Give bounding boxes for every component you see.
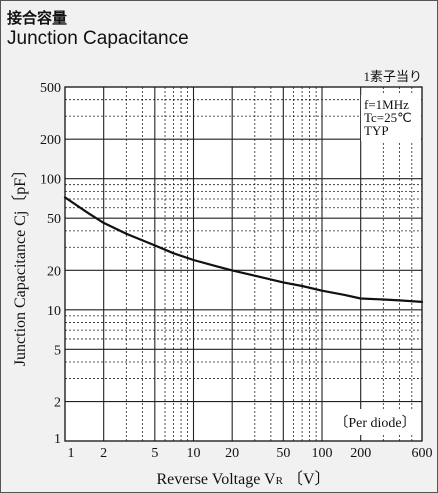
x-tick-label: 200: [350, 446, 371, 461]
y-tick-label: 200: [40, 133, 61, 148]
capacitance-curve: [63, 196, 424, 303]
x-tick-label: 20: [225, 446, 239, 461]
x-tick-label: 5: [151, 446, 158, 461]
y-tick-label: 2: [54, 396, 61, 411]
condition-text: TYP: [364, 123, 389, 138]
per-element-note: 1素子当り: [363, 69, 422, 84]
y-tick-label: 50: [47, 212, 61, 227]
x-tick-label: 50: [276, 446, 290, 461]
x-tick-label: 2: [100, 446, 107, 461]
condition-box-bg: [361, 95, 421, 141]
x-axis-label: Reverse Voltage VR 〔V〕: [157, 470, 331, 488]
y-axis-label: Junction Capacitance Cj〔pF〕: [11, 162, 29, 366]
chart-title-japanese: 接合容量: [7, 9, 68, 27]
y-tick-label: 20: [47, 264, 61, 279]
chart-title-english: Junction Capacitance: [7, 28, 189, 49]
y-tick-label: 500: [40, 81, 61, 96]
y-tick-label: 5: [54, 343, 61, 358]
annotation-box-bg: [333, 409, 419, 435]
x-tick-label: 100: [312, 446, 333, 461]
y-tick-label: 100: [40, 173, 61, 188]
x-tick-label: 1: [68, 446, 75, 461]
y-tick-label: 1: [54, 432, 61, 447]
condition-text: f=1MHz: [364, 97, 409, 112]
condition-text: Tc=25℃: [364, 110, 412, 125]
y-tick-label: 10: [47, 304, 61, 319]
x-tick-label: 600: [412, 446, 433, 461]
plot-area: [65, 87, 422, 441]
plot-border: [64, 86, 423, 442]
x-tick-label: 10: [187, 446, 201, 461]
per-diode-annotation: 〔Per diode〕: [334, 415, 415, 431]
